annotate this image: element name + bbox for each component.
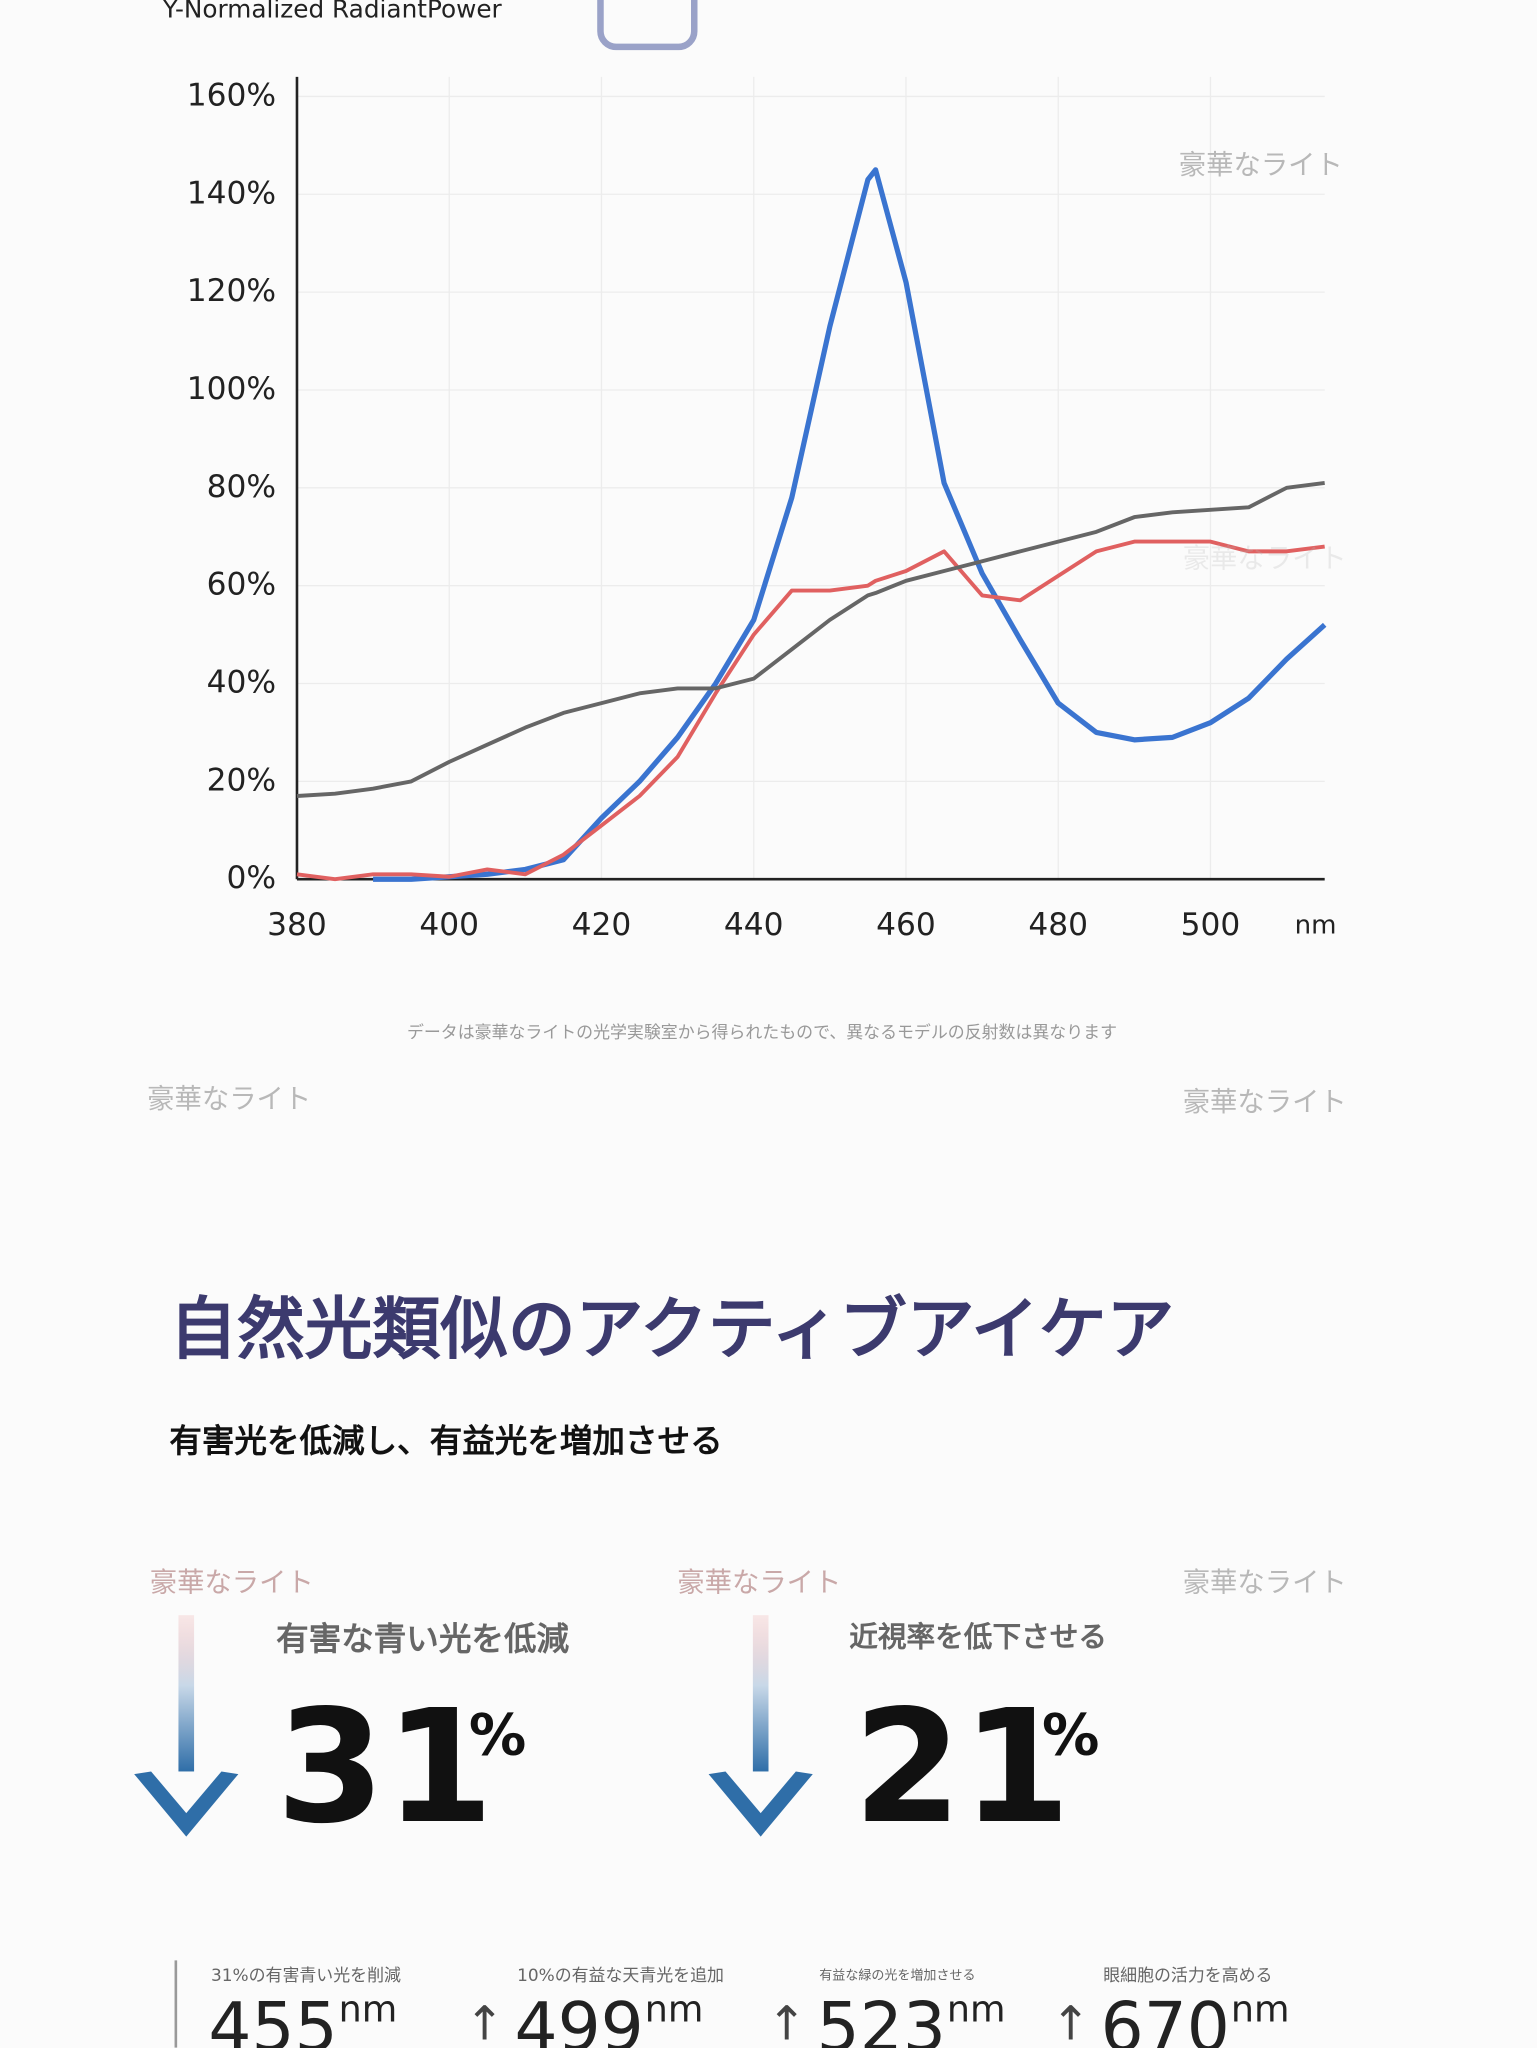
up-arrow-icon: ↑ bbox=[465, 1996, 504, 2048]
down-arrow bbox=[752, 1615, 769, 1772]
stat-value: 31 bbox=[276, 1676, 494, 1858]
series-line bbox=[296, 481, 1325, 798]
wavelength-unit: nm bbox=[947, 1988, 1006, 2031]
wavelength-unit: nm bbox=[645, 1988, 704, 2031]
wavelength-unit: nm bbox=[1231, 1988, 1290, 2031]
caption: データは豪華なライトの光学実験室から得られたもので、異なるモデルの反射数は異なり… bbox=[407, 1022, 1117, 1042]
camera-icon bbox=[597, 0, 698, 51]
watermark: 豪華なライト bbox=[677, 1567, 841, 1598]
y-tick-label: 80% bbox=[207, 469, 276, 505]
x-tick-label: 380 bbox=[267, 907, 327, 943]
y-tick-label: 60% bbox=[207, 567, 276, 603]
wavelength-value: 523 bbox=[817, 1988, 946, 2048]
watermark: 豪華なライト bbox=[150, 1567, 314, 1598]
watermark: 豪華なライト bbox=[1179, 150, 1343, 181]
down-arrow bbox=[134, 1771, 239, 1837]
y-tick-label: 120% bbox=[187, 273, 276, 309]
stat-label: 近視率を低下させる bbox=[849, 1620, 1107, 1654]
wavelength-unit: nm bbox=[339, 1988, 398, 2031]
wavelength-label: 31%の有害青い光を削減 bbox=[211, 1965, 401, 1985]
stat-unit: % bbox=[469, 1702, 526, 1769]
stat-label: 有害な青い光を低減 bbox=[276, 1620, 569, 1658]
up-arrow-icon: ↑ bbox=[767, 1996, 806, 2048]
watermark: 豪華なライト bbox=[147, 1084, 311, 1115]
wavelength-label: 眼細胞の活力を高める bbox=[1103, 1965, 1272, 1985]
x-tick-label: 460 bbox=[876, 907, 936, 943]
x-tick-label: 400 bbox=[419, 907, 479, 943]
y-tick-label: 20% bbox=[207, 762, 276, 798]
heading: 自然光類似のアクティブアイケア bbox=[169, 1289, 1174, 1368]
watermark: 豪華なライト bbox=[1183, 1087, 1347, 1118]
down-arrow bbox=[708, 1771, 813, 1837]
y-tick-label: 40% bbox=[207, 665, 276, 701]
y-tick-label: 140% bbox=[187, 175, 276, 211]
x-tick-label: 500 bbox=[1181, 907, 1241, 943]
x-tick-label: 480 bbox=[1028, 907, 1088, 943]
x-tick-label: 420 bbox=[572, 907, 632, 943]
series-line bbox=[296, 539, 1325, 882]
stat-unit: % bbox=[1042, 1702, 1099, 1769]
watermark: 豪華なライト bbox=[1183, 544, 1347, 575]
y-tick-label: 100% bbox=[187, 371, 276, 407]
y-axis-title: Y-Normalized RadiantPower bbox=[162, 0, 503, 23]
subheading: 有害光を低減し、有益光を増加させる bbox=[169, 1422, 722, 1460]
x-tick-label: 440 bbox=[724, 907, 784, 943]
wavelength-value: 499 bbox=[515, 1988, 644, 2048]
stat-value: 21 bbox=[853, 1676, 1071, 1858]
y-tick-label: 160% bbox=[187, 77, 276, 113]
watermark: 豪華なライト bbox=[1183, 1567, 1347, 1598]
down-arrow bbox=[178, 1615, 195, 1772]
x-axis-label: nm bbox=[1295, 911, 1337, 941]
wavelength-label: 10%の有益な天青光を追加 bbox=[517, 1965, 724, 1985]
y-tick-label: 0% bbox=[227, 860, 277, 896]
wavelength-value: 455 bbox=[208, 1988, 337, 2048]
wavelength-label: 有益な緑の光を増加させる bbox=[819, 1968, 975, 1983]
wavelength-value: 670 bbox=[1101, 1988, 1230, 2048]
up-arrow-icon: ↑ bbox=[1051, 1996, 1090, 2048]
